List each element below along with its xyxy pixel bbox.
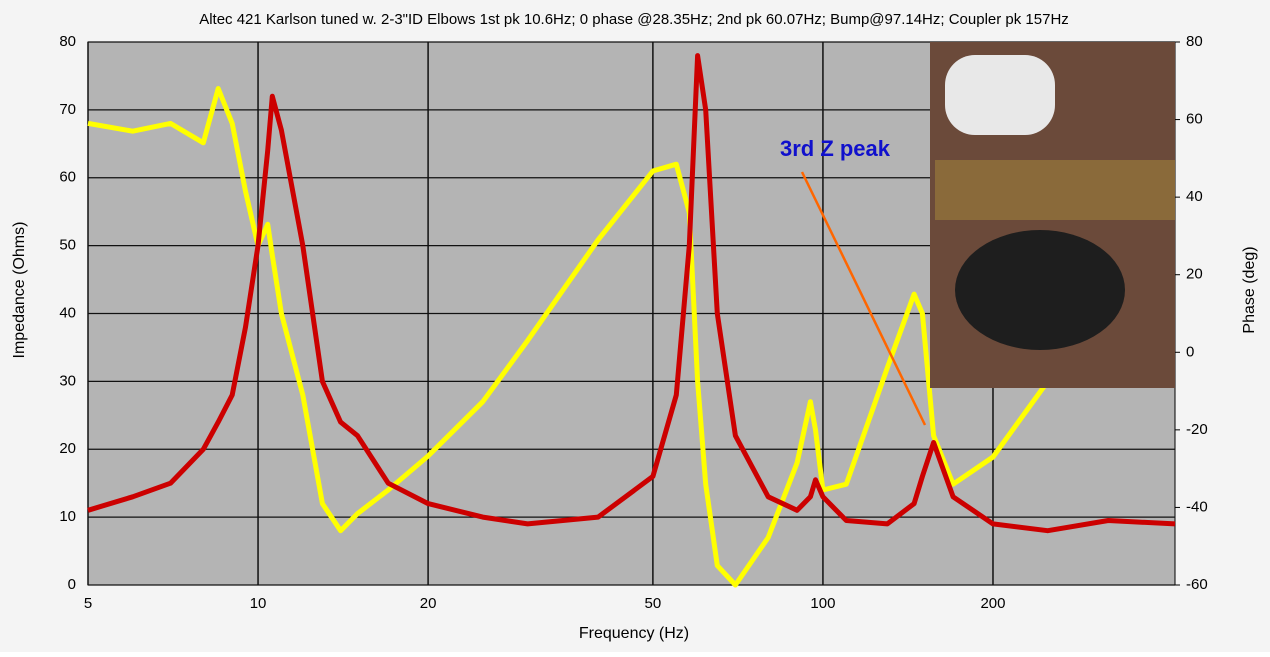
y2-tick-label: -20 [1186,421,1208,438]
y2-tick-label: -60 [1186,576,1208,593]
annotation: 3rd Z peak [780,136,891,161]
y-tick-label: 50 [59,237,76,254]
y-tick-label: 70 [59,101,76,118]
y2-tick-label: 0 [1186,343,1194,360]
x-tick-label: 100 [810,595,835,612]
series-line [87,53,1176,534]
y2-tick-label: -40 [1186,498,1208,515]
y-tick-label: 0 [68,576,76,593]
series-line [87,86,1050,588]
x-axis-title: Frequency (Hz) [579,625,689,642]
y-tick-label: 60 [59,169,76,186]
y2-tick-label: 20 [1186,266,1203,283]
x-tick-label: 200 [980,595,1005,612]
y-tick-label: 40 [59,304,76,321]
y2-tick-label: 60 [1186,111,1203,128]
y2-axis-title: Phase (deg) [1241,246,1258,333]
y-tick-label: 80 [59,33,76,50]
photo-board [935,160,1175,220]
y2-tick-label: 80 [1186,33,1203,50]
x-tick-label: 20 [420,595,437,612]
annotation-arrow [800,171,927,426]
lines [87,53,1176,588]
x-tick-label: 5 [84,595,92,612]
x-tick-label: 10 [250,595,267,612]
photo-driver [955,230,1125,350]
y-tick-label: 20 [59,440,76,457]
y-axis-title: Impedance (Ohms) [11,222,28,359]
x-tick-label: 50 [645,595,662,612]
chart-title: Altec 421 Karlson tuned w. 2-3"ID Elbows… [199,11,1069,28]
y2-tick-label: 40 [1186,188,1203,205]
y-tick-label: 30 [59,372,76,389]
y-tick-label: 10 [59,508,76,525]
photo-elbow [945,55,1055,135]
